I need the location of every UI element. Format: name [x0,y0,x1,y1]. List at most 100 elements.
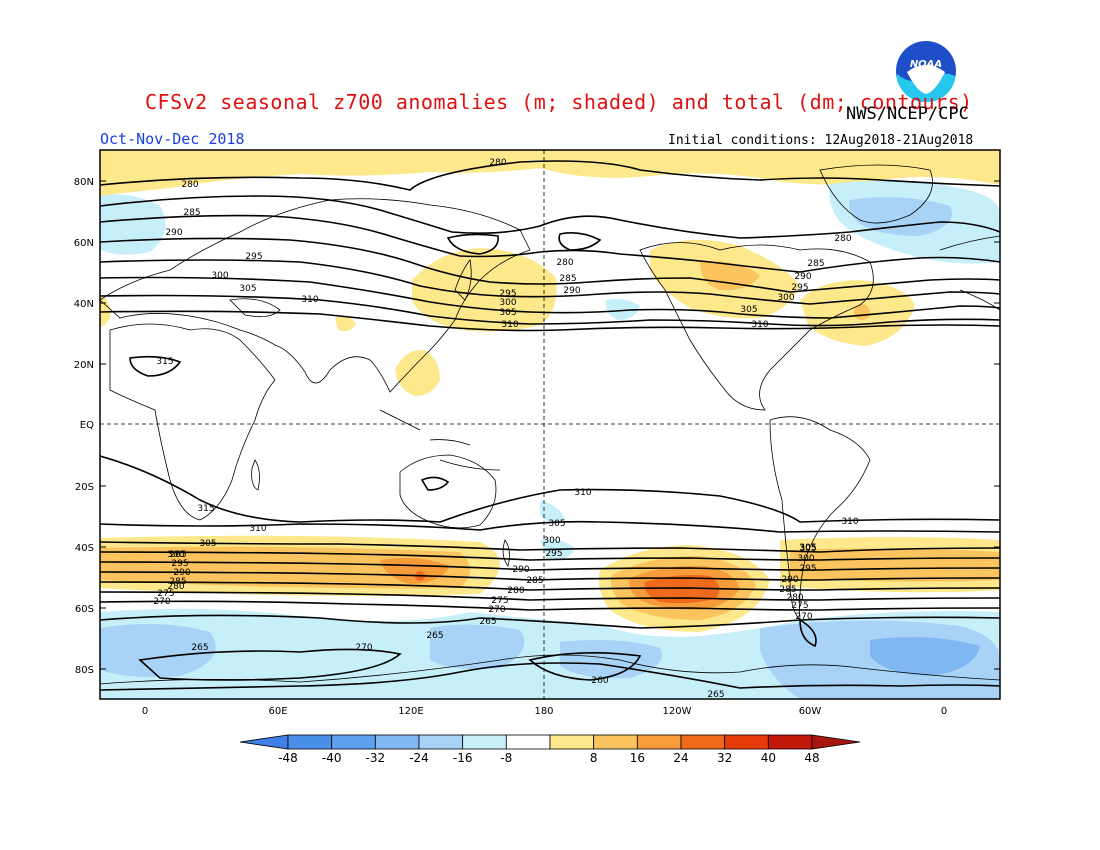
colorbar-tick-label: 8 [590,751,598,765]
map-background [100,150,1000,699]
initial-conditions-label: Initial conditions: 12Aug2018-21Aug2018 [668,133,974,148]
contour-label: 290 [794,272,811,282]
contour-label: 290 [512,565,529,575]
map-title: CFSv2 seasonal z700 anomalies (m; shaded… [145,90,973,114]
colorbar-swatch [593,734,638,750]
contour-label: 260 [591,676,608,686]
contour-label: 310 [751,320,768,330]
contour-labels-north: 280 280 285 290 295 300 305 310 315 280 … [156,158,851,367]
coast-greenland [819,164,933,224]
contour-label: 285 [169,577,186,587]
colorbar-swatch [505,734,551,750]
map-border [99,149,1001,700]
coastlines [100,164,1000,685]
contour-label: 295 [245,252,262,262]
colorbar-swatch [462,734,507,750]
contour-label: 300 [777,293,794,303]
contour-label: 305 [799,544,816,554]
contour-label: 300 [499,298,516,308]
colorbar-tick-label: 32 [717,751,732,765]
contour-label: 275 [157,589,174,599]
contour-labels-south: 310 305 300 295 290 285 280 275 270 265 … [153,488,858,700]
contour-label: 300 [167,550,184,560]
lon-label: 180 [534,706,553,717]
lat-label: EQ [80,420,94,431]
contour-label: 305 [548,519,565,529]
contour-label: 280 [489,158,506,168]
contour-label: 315 [197,504,214,514]
contour-label: 310 [841,517,858,527]
contour-label: 270 [355,643,372,653]
contour-label: 275 [491,596,508,606]
lat-label: 20S [75,482,94,493]
contour-label: 310 [501,320,518,330]
colorbar-swatch [680,734,726,750]
contour-label: 305 [239,284,256,294]
contour-label: 280 [181,180,198,190]
colorbar-swatch [549,734,595,750]
contour-label: 270 [488,605,505,615]
contour-label: 295 [799,564,816,574]
lon-label: 0 [941,706,947,717]
contour-label: 280 [834,234,851,244]
lat-label: 20N [74,360,94,371]
season-label: Oct-Nov-Dec 2018 [100,130,245,148]
lat-label: 80N [74,177,94,188]
colorbar-tick-label: -40 [322,751,342,765]
lat-labels: 80N 60N 40N 20N EQ 20S 40S 60S 80S [74,177,94,676]
colorbar-swatch [331,734,376,750]
colorbar-tick-label: -8 [500,751,512,765]
contour-label: 270 [795,612,812,622]
colorbar-swatch [418,734,464,750]
contour-label: 265 [169,550,186,560]
lat-ticks [100,180,1000,670]
noaa-logo-text: NOAA [910,59,942,70]
colorbar-tick-label: 24 [673,751,688,765]
colorbar-tick-label: 48 [804,751,819,765]
contour-label: 285 [779,585,796,595]
colorbar-swatch [374,734,420,750]
contour-label: 285 [183,208,200,218]
contour-label: 285 [559,274,576,284]
anomaly-positive-alaska-core [700,261,760,291]
contour-label: 265 [707,690,724,700]
contour-label: 310 [574,488,591,498]
contour-label: 300 [797,554,814,564]
coast-africa [109,323,276,521]
contour-label: 265 [479,617,496,627]
lon-label: 120W [663,706,692,717]
contour-label: 295 [791,283,808,293]
lat-label: 60N [74,238,94,249]
contour-280-north [100,160,1000,191]
contour-label: 295 [545,549,562,559]
lat-label: 60S [75,604,94,615]
contour-label: 270 [153,597,170,607]
anomaly-positive-philippines [395,349,440,396]
contour-label: 300 [543,536,560,546]
height-contours [100,160,1000,691]
contour-label: 305 [499,308,516,318]
contour-label: 305 [740,305,757,315]
contour-label: 280 [786,593,803,603]
colorbar-tick-label: -24 [409,751,429,765]
anomaly-shading [100,150,1000,699]
contour-label: 305 [199,539,216,549]
colorbar-swatch [287,734,333,750]
contour-label: 295 [499,289,516,299]
map-frame-contents [100,150,1000,699]
coast-australia [399,454,497,529]
colorbar-tick-label: 16 [630,751,645,765]
anomaly-positive-japan [412,248,557,332]
colorbar-arrow-low [239,734,289,750]
contour-label: 280 [507,586,524,596]
contour-label: 300 [211,271,228,281]
colorbar-swatch [724,734,769,750]
colorbar: -48 -40 -32 -24 -16 -8 8 16 24 32 40 48 [239,734,861,765]
colorbar-tick-label: -32 [366,751,386,765]
noaa-logo: NOAA [895,40,957,103]
contour-label: 295 [171,559,188,569]
coast-north-america [639,242,874,411]
contour-label: 290 [165,228,182,238]
contour-label: 285 [807,259,824,269]
